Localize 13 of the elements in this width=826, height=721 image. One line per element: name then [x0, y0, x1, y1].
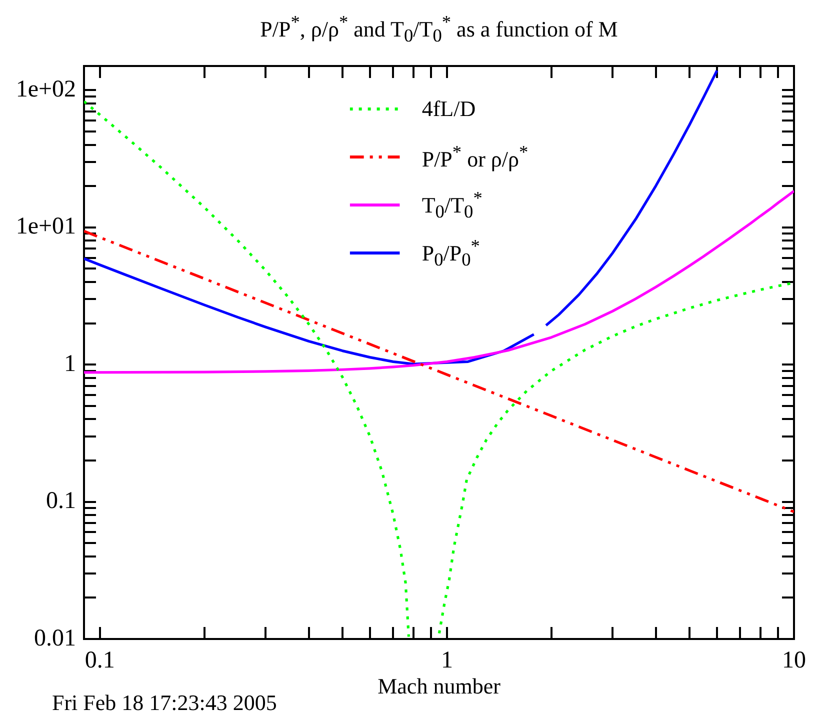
y-tick-label: 1e+02	[16, 76, 76, 102]
y-tick-label: 1	[64, 350, 76, 377]
x-axis-title: Mach number	[378, 674, 502, 699]
x-tick-label: 0.1	[84, 648, 115, 674]
x-tick-label: 10	[782, 648, 806, 674]
y-tick-label: 1e+01	[16, 214, 76, 240]
x-tick-label: 1	[440, 648, 453, 674]
text: Fri Feb 18 17:23:43 2005	[52, 690, 277, 716]
y-tick-label: 0.01	[34, 625, 76, 652]
chart-title: P/P$^{*}$, ρ/ρ$^{*}$ and T$_{0}$/T$_{0}$$^{*}$ as a function of M	[260, 12, 618, 46]
legend-label: 4fL/D	[422, 96, 476, 121]
y-tick-label: 0.1	[46, 488, 76, 514]
legend-label: P/P$^{*}$ or ρ/ρ$^{*}$	[422, 142, 528, 172]
